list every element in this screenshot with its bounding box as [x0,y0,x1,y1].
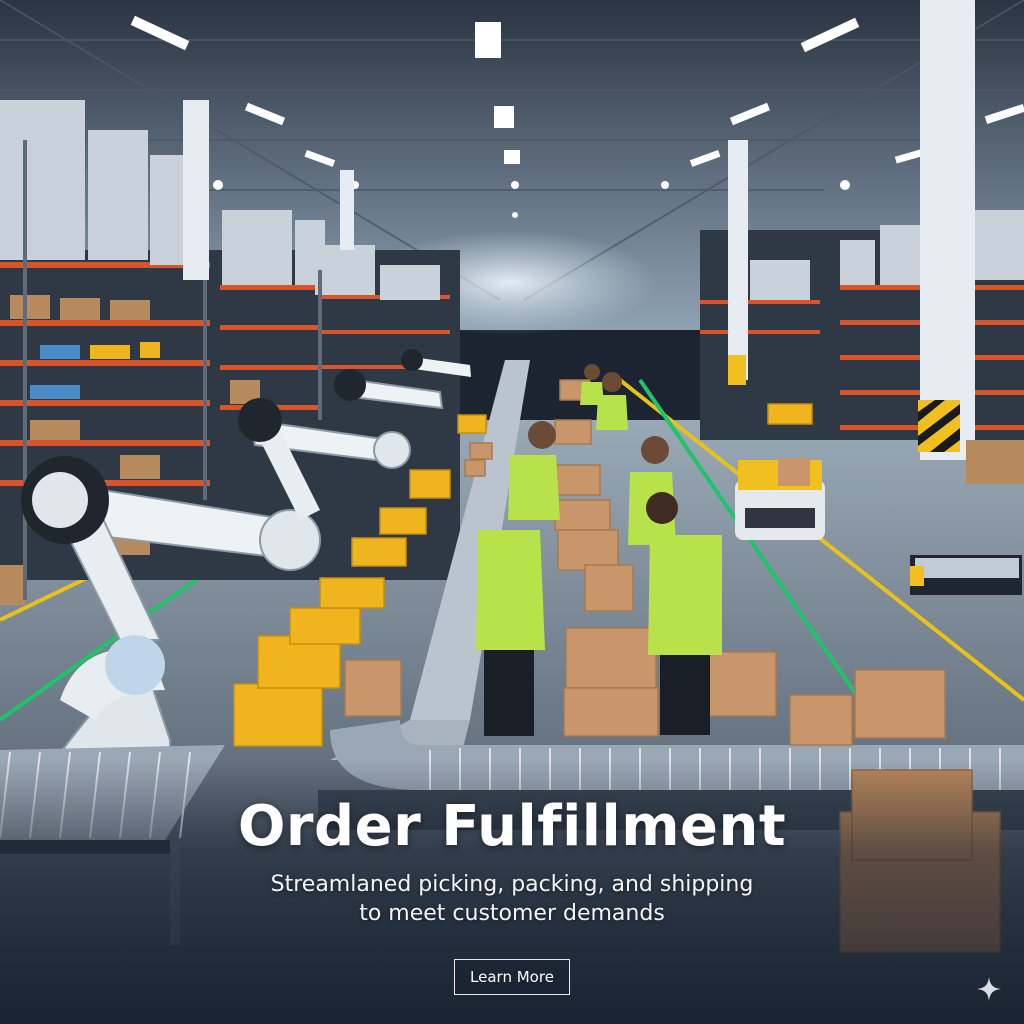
right-shelving [700,0,1024,484]
package-stack [344,379,946,746]
flat-cart [910,555,1022,595]
sparkle-icon [977,977,1001,1001]
hero-subtitle: Streamlaned picking, packing, and shippi… [0,870,1024,929]
robotic-arms [21,349,471,781]
hero-content: Order Fulfillment Streamlaned picking, p… [0,796,1024,929]
warehouse-workers [476,364,722,736]
support-column [920,0,975,460]
yellow-totes [233,403,813,747]
hazard-stripe [918,400,960,452]
hero-overlay [0,760,1024,1024]
learn-more-button[interactable]: Learn More [454,959,570,995]
hero-subtitle-line-1: Streamlaned picking, packing, and shippi… [270,871,754,897]
hero-title: Order Fulfillment [237,794,787,859]
agv-robot [735,458,825,540]
hero-subtitle-line-2: to meet customer demands [359,901,665,927]
